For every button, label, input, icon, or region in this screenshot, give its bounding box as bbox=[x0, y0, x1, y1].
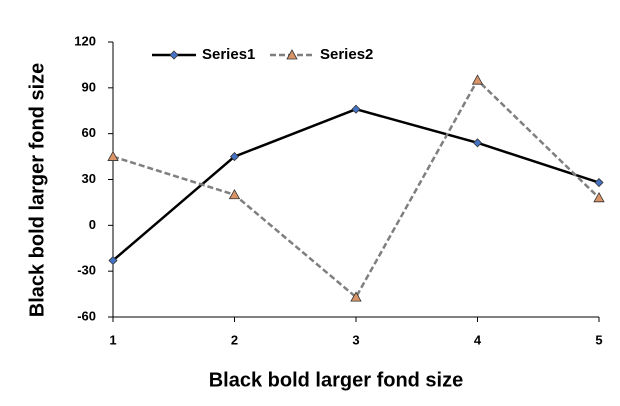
data-point bbox=[472, 138, 483, 148]
x-axis-label: Black bold larger fond size bbox=[209, 369, 464, 391]
data-point bbox=[471, 74, 484, 85]
series-line bbox=[112, 107, 600, 262]
y-axis-label: Black bold larger fond size bbox=[26, 63, 48, 318]
data-point bbox=[107, 150, 119, 161]
x-tick-label: 4 bbox=[474, 332, 482, 347]
data-point bbox=[593, 192, 605, 203]
y-tick-label: 30 bbox=[82, 171, 96, 186]
y-tick-label: 120 bbox=[74, 33, 96, 48]
y-tick-label: 0 bbox=[89, 217, 96, 232]
x-tick-label: 1 bbox=[109, 332, 116, 347]
data-point bbox=[350, 291, 362, 302]
y-tick-label: -30 bbox=[77, 263, 96, 278]
data-point bbox=[229, 152, 240, 162]
x-tick-label: 3 bbox=[352, 332, 359, 347]
y-tick-label: 60 bbox=[82, 125, 96, 140]
legend-label: Series1 bbox=[202, 46, 255, 63]
legend-label: Series2 bbox=[320, 46, 373, 63]
data-point bbox=[351, 104, 361, 114]
data-point bbox=[594, 177, 604, 188]
legend-marker bbox=[169, 50, 179, 60]
data-point bbox=[108, 255, 118, 266]
data-point bbox=[228, 188, 241, 200]
y-tick-label: 90 bbox=[82, 79, 96, 94]
y-tick-label: -60 bbox=[77, 308, 96, 323]
legend-marker bbox=[286, 49, 298, 60]
series-line bbox=[112, 78, 600, 300]
x-tick-label: 2 bbox=[231, 332, 238, 347]
x-tick-label: 5 bbox=[595, 332, 602, 347]
